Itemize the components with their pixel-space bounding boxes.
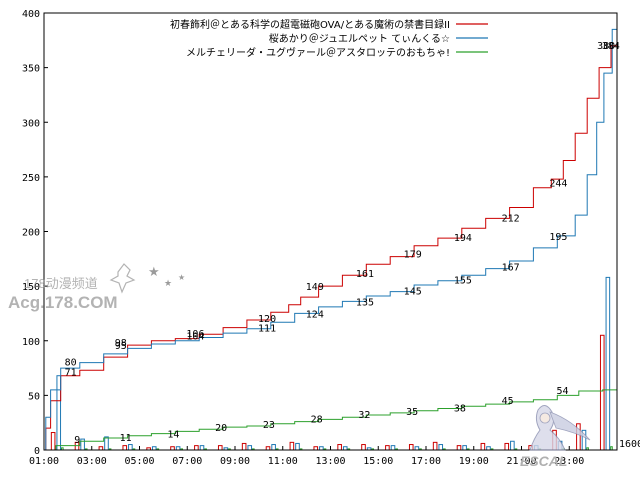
data-label: 23 bbox=[263, 420, 275, 431]
star-icon: ★ bbox=[148, 265, 160, 280]
x-tick-label: 15:00 bbox=[363, 456, 393, 467]
data-label: 80 bbox=[65, 358, 77, 369]
data-label: 380 bbox=[597, 41, 615, 52]
series-line-2 bbox=[44, 28, 617, 451]
data-label: 35 bbox=[406, 407, 418, 418]
data-label: 212 bbox=[502, 213, 520, 224]
data-label: 45 bbox=[502, 396, 514, 407]
data-label: 179 bbox=[404, 249, 422, 260]
x-tick-label: 01:00 bbox=[29, 456, 59, 467]
small-star-icon-2: ★ bbox=[178, 273, 185, 282]
data-label: 244 bbox=[549, 178, 567, 189]
data-labels-layer: 7195106120149161179194212244380809810411… bbox=[65, 41, 620, 446]
y-tick-label: 400 bbox=[22, 9, 40, 20]
watermark-line1: 178动漫频道 bbox=[24, 276, 98, 291]
data-label: 135 bbox=[356, 298, 374, 309]
data-label: 20 bbox=[215, 423, 227, 434]
data-label: 124 bbox=[306, 310, 324, 321]
data-label: 98 bbox=[115, 338, 127, 349]
data-label: 106 bbox=[186, 329, 204, 340]
data-label: 14 bbox=[167, 430, 179, 441]
x-tick-label: 07:00 bbox=[172, 456, 202, 467]
character-mascot-image bbox=[529, 405, 591, 451]
data-label: 9 bbox=[74, 435, 80, 446]
y-tick-label: 300 bbox=[22, 118, 40, 129]
y-tick-label: 100 bbox=[22, 337, 40, 348]
series-line-3 bbox=[44, 389, 617, 451]
x-tick-label: 23:00 bbox=[554, 456, 584, 467]
x-axis-end-label: 1600 bbox=[619, 439, 640, 450]
data-label: 384 bbox=[602, 41, 620, 52]
y-tick-label: 150 bbox=[22, 282, 40, 293]
site-watermark: 178动漫频道 Acg.178.COM ★ ★ ★ bbox=[8, 263, 185, 312]
data-label: 28 bbox=[311, 414, 323, 425]
data-label: 194 bbox=[454, 233, 472, 244]
series-line-1 bbox=[44, 45, 617, 451]
data-label: 111 bbox=[258, 324, 276, 335]
x-tick-label: 09:00 bbox=[220, 456, 250, 467]
small-star-icon: ★ bbox=[164, 279, 172, 289]
legend-label: 初春飾利＠とある科学の超電磁砲OVA/とある魔術の禁書目録II bbox=[170, 18, 450, 31]
y-tick-label: 0 bbox=[34, 446, 40, 457]
x-tick-label: 03:00 bbox=[77, 456, 107, 467]
x-tick-label: 13:00 bbox=[315, 456, 345, 467]
data-label: 54 bbox=[556, 386, 568, 397]
legend-label: メルチェリーダ・ユグヴァール＠アスタロッテのおもちゃ! bbox=[186, 46, 450, 59]
lines-layer bbox=[44, 28, 617, 451]
data-label: 32 bbox=[358, 410, 370, 421]
x-tick-label: 21:00 bbox=[506, 456, 536, 467]
data-label: 155 bbox=[454, 276, 472, 287]
data-label: 149 bbox=[306, 282, 324, 293]
y-tick-label: 250 bbox=[22, 173, 40, 184]
data-label: 120 bbox=[258, 314, 276, 325]
x-tick-label: 17:00 bbox=[411, 456, 441, 467]
corner-watermark: ESCAL bbox=[520, 453, 567, 469]
axis-layer: 0 50 100 150 200 250 300 350 400 01:00 03:00 05:00 0… bbox=[22, 9, 640, 467]
y-tick-label: 50 bbox=[28, 391, 40, 402]
data-label: 167 bbox=[502, 263, 520, 274]
watermark-line2: Acg.178.COM bbox=[8, 293, 118, 312]
x-tick-label: 05:00 bbox=[124, 456, 154, 467]
x-tick-label: 19:00 bbox=[459, 456, 489, 467]
data-label: 195 bbox=[549, 232, 567, 243]
x-tick-label: 11:00 bbox=[268, 456, 298, 467]
data-label: 71 bbox=[65, 367, 77, 378]
y-tick-label: 350 bbox=[22, 64, 40, 75]
data-label: 161 bbox=[356, 269, 374, 280]
data-label: 145 bbox=[404, 287, 422, 298]
legend-label: 桜あかり＠ジュエルペット てぃんくる☆ bbox=[269, 32, 450, 45]
legend: 初春飾利＠とある科学の超電磁砲OVA/とある魔術の禁書目録II桜あかり＠ジュエル… bbox=[170, 18, 488, 59]
data-label: 104 bbox=[186, 331, 204, 342]
y-tick-label: 200 bbox=[22, 228, 40, 239]
data-label: 11 bbox=[120, 433, 132, 444]
data-label: 95 bbox=[115, 341, 127, 352]
star-outline-icon bbox=[109, 263, 136, 294]
data-label: 38 bbox=[454, 403, 466, 414]
